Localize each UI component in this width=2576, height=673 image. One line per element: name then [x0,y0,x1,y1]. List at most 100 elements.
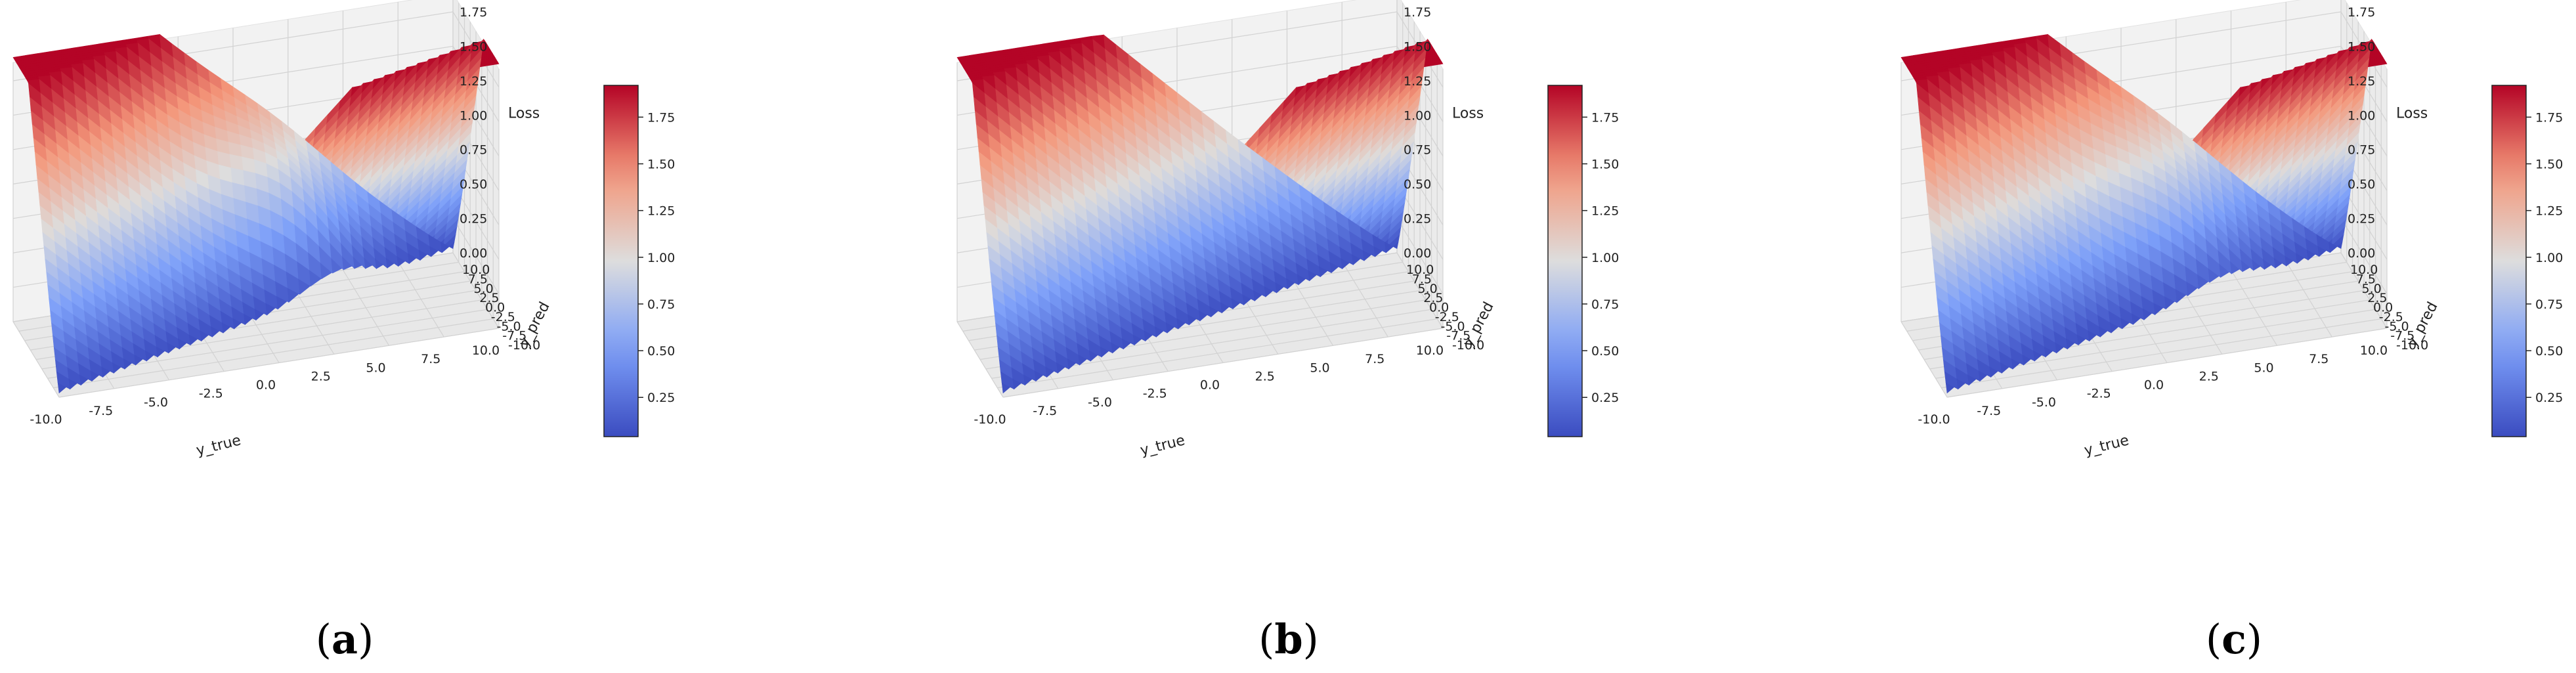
caption-letter: a [332,615,358,663]
colorbar-tick-label: 1.50 [2535,158,2563,172]
surface-cell [230,167,245,186]
colorbar-tick-label: 1.50 [1591,158,1619,172]
z-tick-label: 1.00 [460,108,487,123]
x-axis-title: y_true [1138,432,1186,459]
x-tick-label: 5.0 [1310,360,1329,375]
x-tick-label: -5.0 [2032,395,2056,410]
colorbar-tick-label: 0.75 [1591,297,1619,312]
x-tick-label: -2.5 [1143,387,1167,401]
x-tick-label: -10.0 [974,412,1006,427]
z-tick-label: 1.25 [460,74,487,89]
x-tick-label: 0.0 [1200,378,1220,393]
x-tick-label: 2.5 [2199,369,2219,383]
colorbar-tick-label: 0.75 [2535,297,2563,312]
z-axis-title: Loss [1452,105,1484,121]
colorbar [1547,85,1583,437]
x-tick-label: -5.0 [1088,395,1112,410]
colorbar-tick-label: 1.25 [2535,204,2563,219]
x-tick-label: -10.0 [30,412,62,427]
x-tick-label: -7.5 [1977,404,2001,418]
z-tick-label: 1.00 [2348,108,2375,123]
z-tick-label: 0.25 [1404,212,1431,227]
caption-paren-close: ) [2246,615,2262,663]
colorbar-tick-label: 1.75 [1591,110,1619,125]
z-tick-label: 0.75 [2348,143,2375,158]
chart-panel: -10.0-7.5-5.0-2.50.02.55.07.510.0 -10.0-7… [1900,0,2563,663]
colorbar-tick-label: 1.25 [647,204,675,219]
colorbar-tick-label: 1.00 [1591,251,1619,265]
colorbar-tick-label: 0.50 [647,344,675,358]
z-tick-label: 0.50 [460,177,487,192]
z-tick-label: 1.50 [460,39,487,54]
z-tick-label: 1.00 [1404,108,1431,123]
x-tick-label: -7.5 [1033,404,1057,418]
panel-caption: (b) [1258,615,1319,663]
x-tick-label: -5.0 [144,395,168,410]
loss-surface [12,33,500,394]
x-tick-label: -2.5 [2087,387,2111,401]
z-tick-label: 1.75 [460,5,487,20]
x-tick-label: 7.5 [1365,352,1385,366]
caption-letter: b [1274,615,1302,663]
x-tick-label: 0.0 [2144,378,2164,393]
colorbar-tick-label: 1.50 [647,158,675,172]
x-tick-label: -2.5 [199,387,223,401]
colorbar [603,85,639,437]
caption-paren-open: ( [1258,615,1274,663]
y-gridline [58,328,500,398]
caption-paren-open: ( [2206,615,2222,663]
z-tick-label: 0.50 [1404,177,1431,192]
colorbar-tick-label: 0.75 [647,297,675,312]
z-tick-label: 0.25 [2348,212,2375,227]
x-tick-label: 10.0 [472,343,500,358]
y-tick-label: 10.0 [1406,263,1434,277]
colorbar-tick-label: 0.25 [1591,391,1619,405]
z-tick-label: 0.50 [2348,177,2375,192]
chart-panel: -10.0-7.5-5.0-2.50.02.55.07.510.0 -10.0-7… [956,0,1619,663]
x-tick-label: 5.0 [366,360,385,375]
x-tick-label: 7.5 [421,352,440,366]
x-tick-label: 10.0 [1416,343,1444,358]
colorbar-tick-label: 1.00 [647,251,675,265]
z-tick-label: 0.00 [1404,246,1431,261]
caption-letter: c [2222,615,2246,663]
colorbar-tick-label: 1.75 [2535,110,2563,125]
x-tick-label: 7.5 [2309,352,2329,366]
z-axis-title: Loss [2396,105,2428,121]
z-tick-label: 1.75 [2348,5,2375,20]
colorbar-tick-label: 0.50 [2535,344,2563,358]
z-tick-label: 0.00 [460,246,487,261]
caption-paren-close: ) [1303,615,1319,663]
x-tick-label: 2.5 [1255,369,1275,383]
colorbar-tick-label: 1.75 [647,110,675,125]
colorbar-tick-label: 0.25 [647,391,675,405]
z-tick-label: 1.50 [1404,39,1431,54]
y-tick-label: 10.0 [462,263,490,277]
colorbar-tick-label: 0.50 [1591,344,1619,358]
y-tick-label: 10.0 [2350,263,2378,277]
y-gridline [53,318,494,389]
x-tick-label: 5.0 [2254,360,2273,375]
chart-panel: -10.0-7.5-5.0-2.50.02.55.07.510.0 -10.0-7… [12,0,675,663]
z-tick-label: 1.50 [2348,39,2375,54]
z-tick-label: 1.25 [2348,74,2375,89]
colorbar-tick-label: 0.25 [2535,391,2563,405]
colorbar-tick-label: 1.25 [1591,204,1619,219]
z-axis-title: Loss [508,105,540,121]
x-tick-label: -7.5 [89,404,113,418]
z-tick-label: 1.75 [1404,5,1431,20]
panel-caption: (a) [316,615,374,663]
x-axis-title: y_true [194,432,242,459]
panel-caption: (c) [2206,615,2262,663]
x-tick-label: 0.0 [256,378,276,393]
x-tick-label: -10.0 [1918,412,1950,427]
z-tick-label: 0.25 [460,212,487,227]
z-tick-label: 0.75 [1404,143,1431,158]
z-tick-label: 0.75 [460,143,487,158]
x-tick-label: 10.0 [2360,343,2388,358]
colorbar-tick-label: 1.00 [2535,251,2563,265]
caption-paren-open: ( [316,615,332,663]
colorbar [2491,85,2527,437]
z-tick-label: 0.00 [2348,246,2375,261]
